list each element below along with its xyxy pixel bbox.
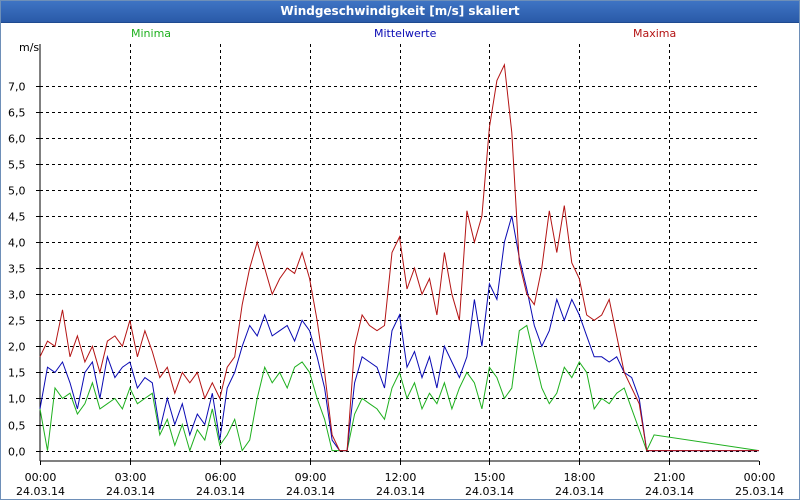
x-tick-date-label: 24.03.14 (555, 485, 604, 498)
grid (40, 44, 759, 461)
x-tick-date-label: 25.03.14 (735, 485, 784, 498)
x-tick-time-label: 18:00 (564, 471, 596, 484)
y-tick-label: 1,0 (8, 393, 26, 406)
x-tick-date-label: 24.03.14 (376, 485, 425, 498)
y-tick-label: 4,5 (8, 211, 26, 224)
y-tick-label: 3,5 (8, 263, 26, 276)
y-tick-label: 3,0 (8, 289, 26, 302)
y-tick-label: 1,5 (8, 367, 26, 380)
legend-mittelwerte: Mittelwerte (374, 27, 437, 40)
y-axis-unit-label: m/s (19, 41, 39, 54)
x-tick-time-label: 00:00 (25, 471, 57, 484)
title-bar: Windgeschwindigkeit [m/s] skaliert (1, 1, 799, 23)
x-tick-time-label: 00:00 (744, 471, 776, 484)
x-ticks: 00:0024.03.1403:0024.03.1406:0024.03.140… (16, 461, 784, 498)
x-tick-time-label: 06:00 (205, 471, 237, 484)
x-tick-date-label: 24.03.14 (16, 485, 65, 498)
y-tick-label: 5,0 (8, 185, 26, 198)
x-tick-date-label: 24.03.14 (645, 485, 694, 498)
y-tick-label: 6,5 (8, 107, 26, 120)
x-tick-date-label: 24.03.14 (465, 485, 514, 498)
x-tick-time-label: 03:00 (115, 471, 147, 484)
y-tick-label: 6,0 (8, 133, 26, 146)
series-line-maxima (39, 62, 759, 452)
y-tick-label: 7,0 (8, 81, 26, 94)
x-tick-time-label: 15:00 (474, 471, 506, 484)
y-tick-label: 2,5 (8, 315, 26, 328)
x-tick-date-label: 24.03.14 (106, 485, 155, 498)
y-tick-label: 4,0 (8, 237, 26, 250)
y-tick-label: 0,5 (8, 420, 26, 433)
y-tick-label: 0,0 (8, 446, 26, 459)
x-tick-date-label: 24.03.14 (196, 485, 245, 498)
legend: Minima Mittelwerte Maxima (131, 27, 676, 40)
x-tick-time-label: 21:00 (654, 471, 686, 484)
window-title: Windgeschwindigkeit [m/s] skaliert (280, 4, 520, 18)
series-line-minima (39, 324, 760, 453)
legend-minima: Minima (131, 27, 171, 40)
y-tick-label: 5,5 (8, 159, 26, 172)
y-ticks: 0,0 0,5 1,0 1,5 2,0 2,5 3,0 3,5 4,0 4,5 5,0 5,5 6,0 6… (8, 81, 40, 459)
x-tick-time-label: 09:00 (295, 471, 327, 484)
legend-maxima: Maxima (633, 27, 676, 40)
axes: m/s (19, 41, 759, 462)
x-tick-time-label: 12:00 (385, 471, 417, 484)
x-tick-date-label: 24.03.14 (286, 485, 335, 498)
series (39, 62, 760, 453)
series-line-mittelwerte (39, 215, 759, 452)
y-tick-label: 2,0 (8, 341, 26, 354)
